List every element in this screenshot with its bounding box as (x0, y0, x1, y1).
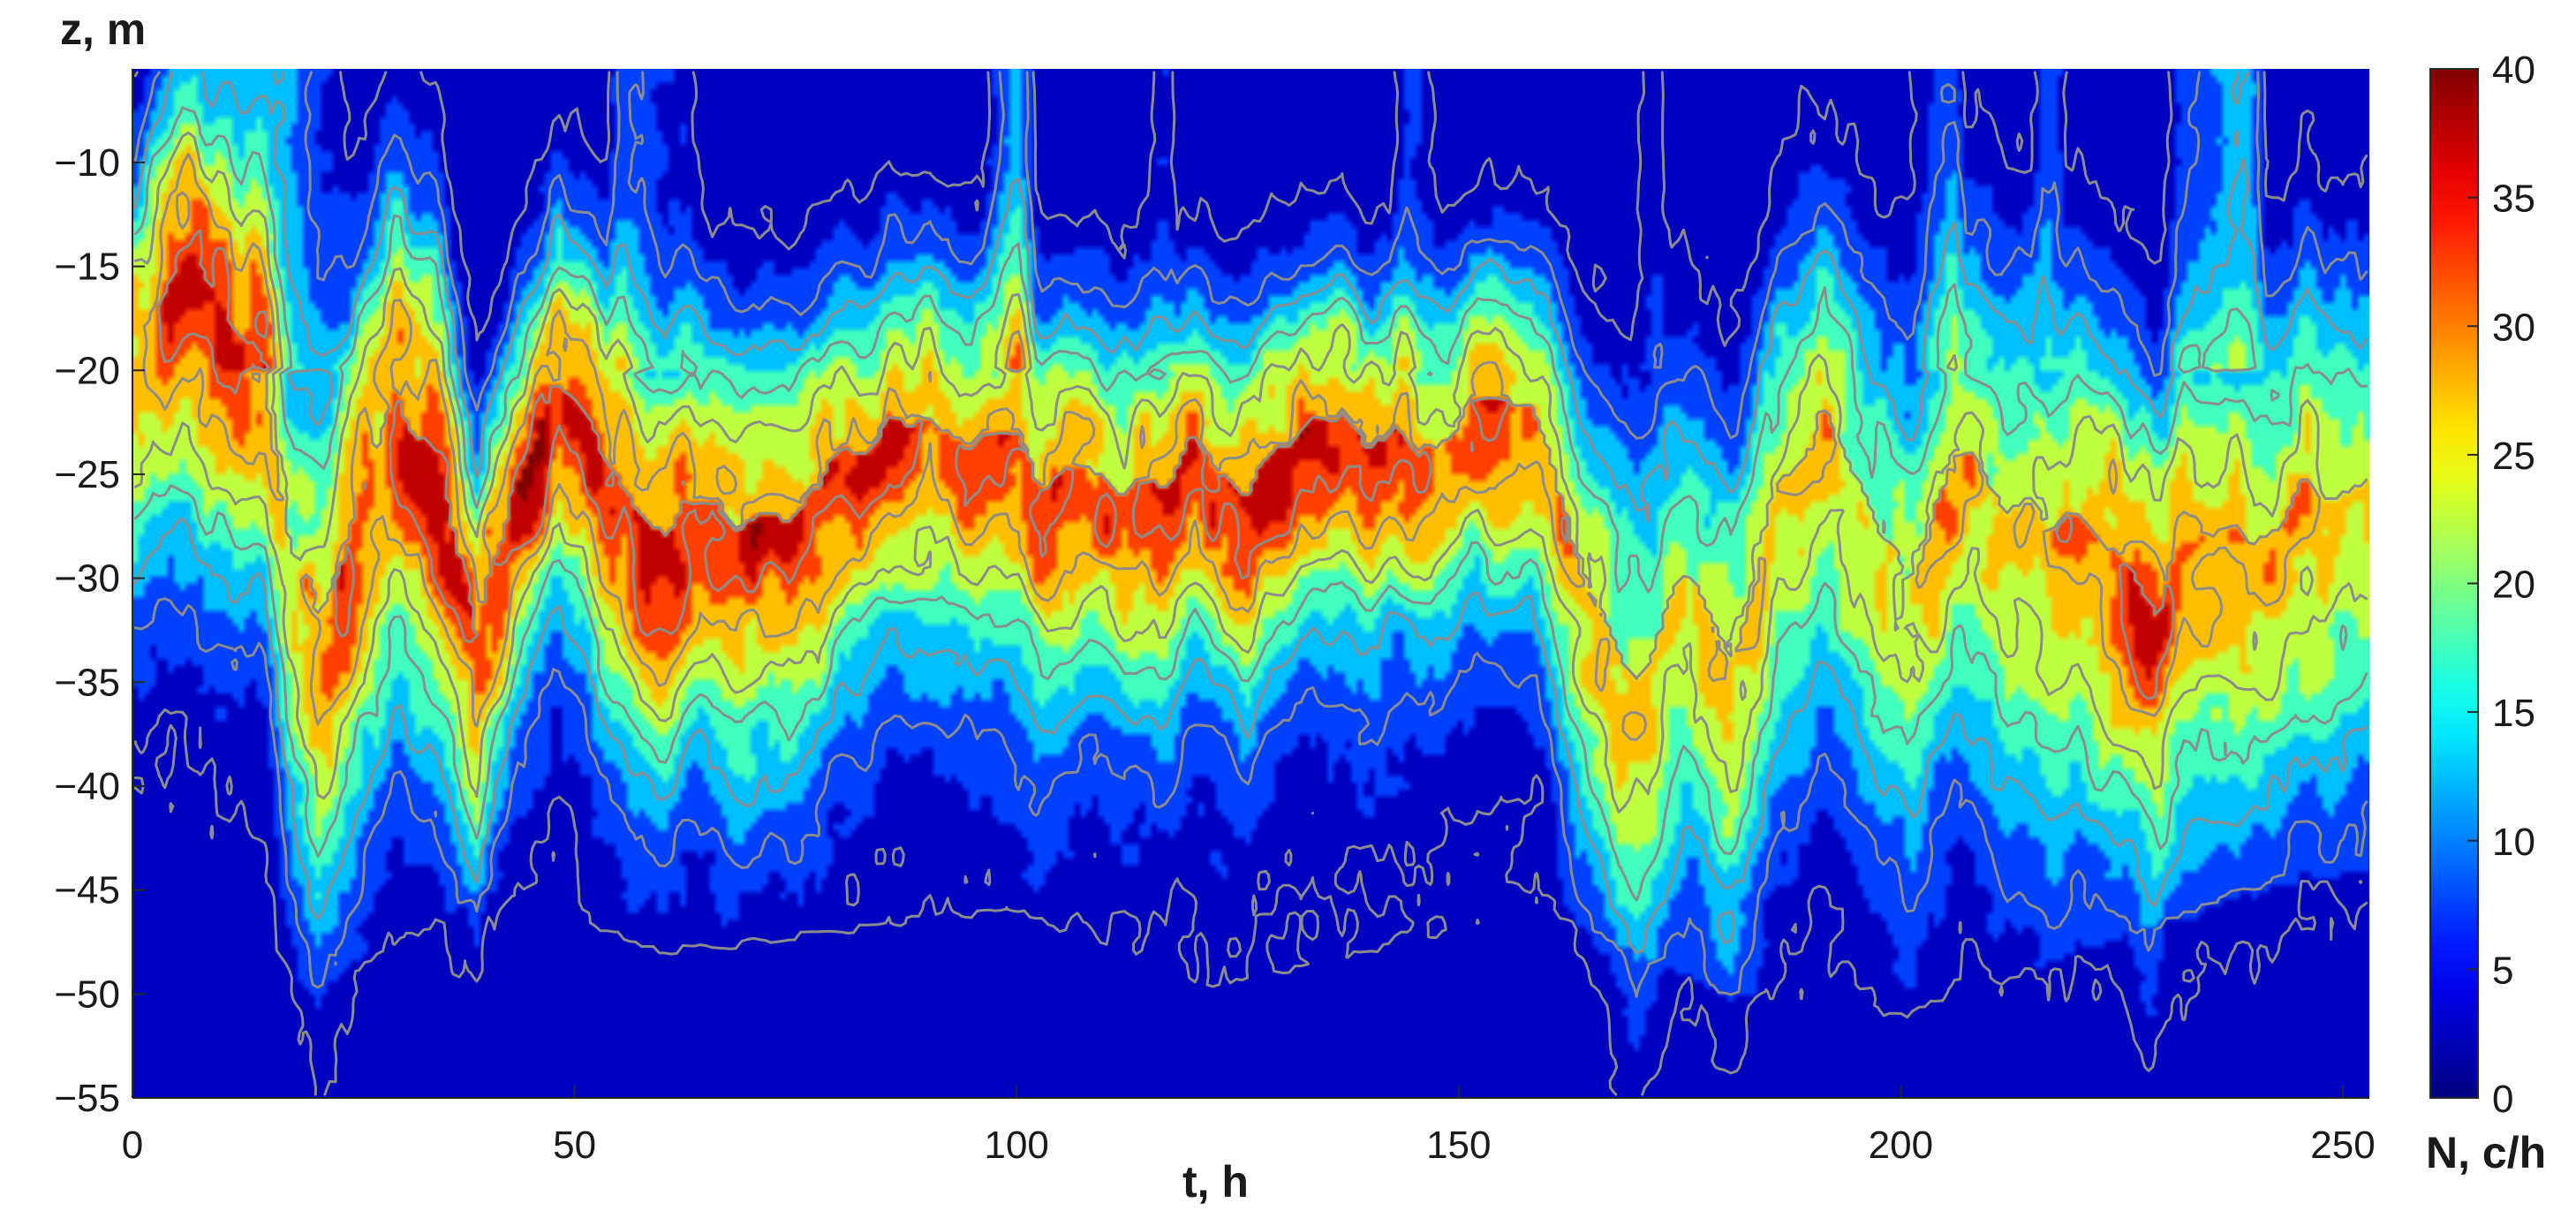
y-tick-label: −25 (54, 453, 120, 496)
contour-level-3 (133, 106, 2368, 902)
y-tick-label: −55 (54, 1077, 120, 1120)
x-tick-label: 150 (1426, 1124, 1491, 1167)
y-tick-label: −50 (54, 972, 120, 1016)
y-tick-label: −15 (54, 246, 120, 289)
colorbar-tick-label: 40 (2492, 49, 2535, 92)
colorbar: 0 5 10 15 20 25 30 35 40 (2429, 49, 2535, 1121)
contour-level-0 (133, 71, 2368, 1096)
x-tick-label: 50 (553, 1124, 596, 1167)
y-tick-label: −45 (54, 869, 120, 912)
colorbar-tick-label: 15 (2492, 692, 2535, 735)
colorbar-tick-label: 30 (2492, 306, 2535, 349)
y-tick-label: −40 (54, 765, 120, 808)
contour-level-5 (142, 153, 2321, 741)
colorbar-title: N, c/h (2426, 1128, 2546, 1177)
colorbar-ticks: 0 5 10 15 20 25 30 35 40 (2467, 49, 2535, 1121)
x-tick-label: 0 (122, 1124, 143, 1167)
axes: 0 50 100 150 200 250 −10 −15 −20 −25 −30 −35 −40 −45 −… (54, 69, 2376, 1167)
y-tick-label: −20 (54, 349, 120, 392)
contour-level-4 (133, 132, 2368, 814)
contour-level-1 (133, 71, 2368, 998)
y-tick-label: −30 (54, 557, 120, 601)
colorbar-tick-label: 0 (2492, 1078, 2513, 1121)
colorbar-tick-label: 35 (2492, 178, 2535, 221)
contour-lines (133, 71, 2368, 1096)
colorbar-tick-label: 10 (2492, 821, 2535, 864)
plot-area (132, 69, 2369, 1098)
y-tick-label: −35 (54, 661, 120, 704)
x-tick-label: 200 (1869, 1124, 1933, 1167)
contour-level-6 (157, 229, 2175, 700)
x-tick-label: 100 (984, 1124, 1048, 1167)
colorbar-tick-label: 20 (2492, 564, 2535, 607)
x-tick-label: 250 (2310, 1124, 2375, 1167)
colorbar-tick-label: 25 (2492, 435, 2535, 478)
contour-level-2 (133, 71, 2368, 955)
y-tick-label: −10 (54, 141, 120, 185)
colorbar-tick-label: 5 (2492, 949, 2513, 992)
heatmap-surface (132, 69, 2369, 1098)
y-axis-title: z, m (60, 4, 146, 54)
x-axis-title: t, h (1182, 1157, 1249, 1207)
